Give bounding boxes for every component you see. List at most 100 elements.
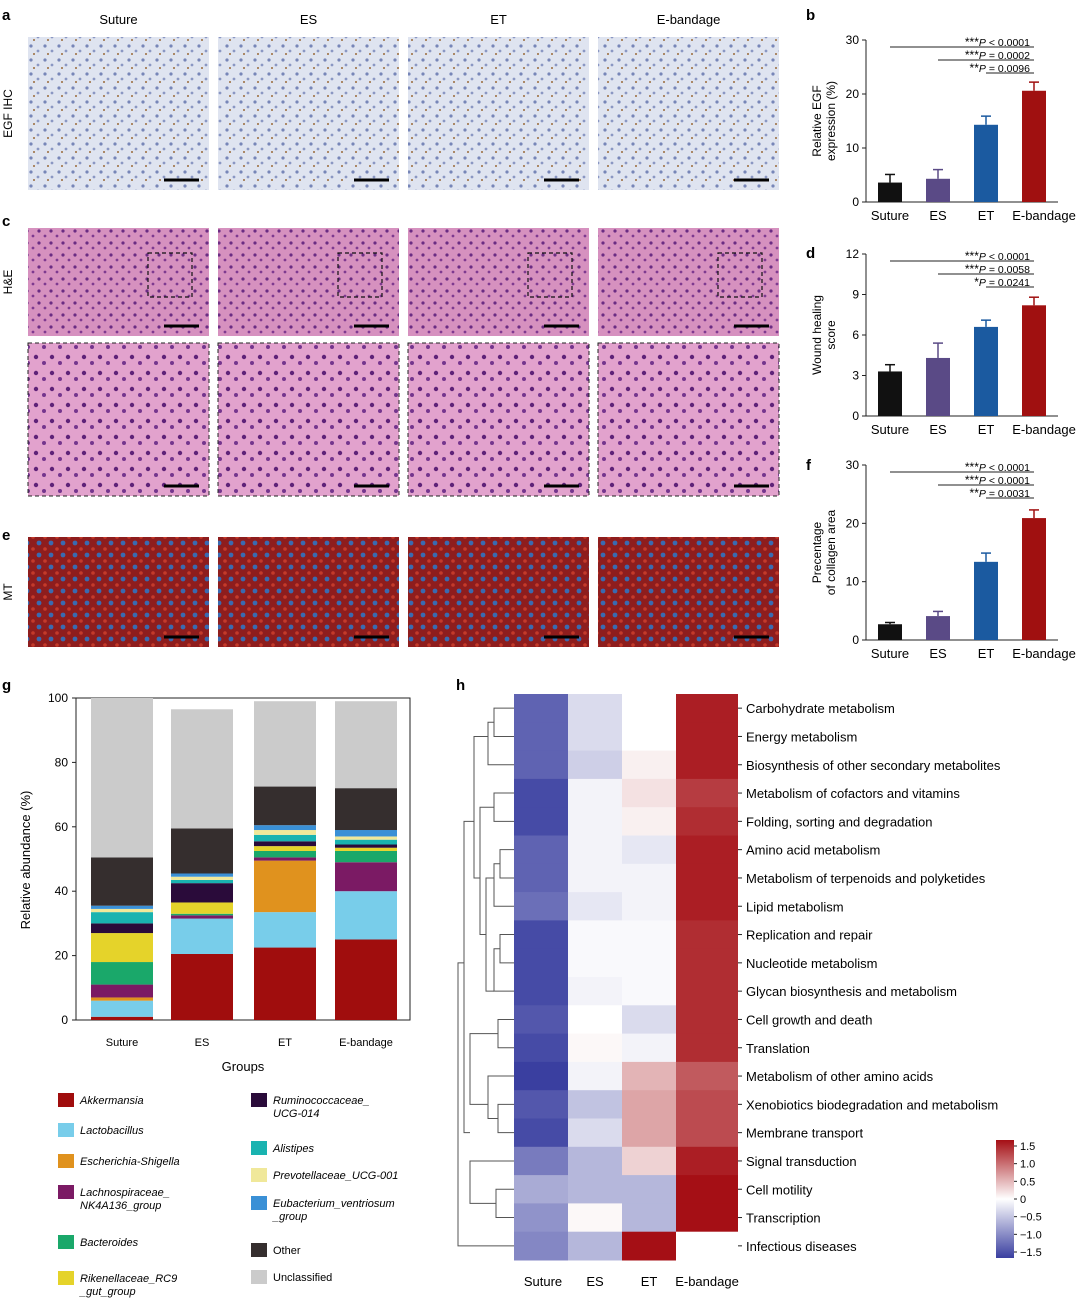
legend-label: Prevotellaceae_UCG-001 — [273, 1170, 398, 1182]
micrograph-column-label: E-bandage — [657, 12, 721, 27]
dendrogram-link — [485, 877, 494, 992]
y-axis-label-line2: expression (%) — [824, 81, 838, 161]
y-tick-label: 20 — [846, 516, 860, 530]
panel-label-a: a — [2, 7, 11, 24]
stack-segment — [335, 862, 397, 892]
heatmap-cell — [568, 1146, 622, 1176]
chart-d-wound-healing: 0 3 6 9 12 Wound healing score Suture ES ET E-band… — [810, 247, 1076, 437]
y-tick-label: 100 — [48, 691, 68, 705]
stack-segment — [171, 883, 233, 903]
bar-et — [974, 326, 998, 416]
significance-label: ***P < 0.0001 — [965, 249, 1030, 263]
heatmap-row-label: Xenobiotics biodegradation and metabolis… — [746, 1097, 998, 1112]
micrograph-image — [28, 537, 209, 647]
heatmap-cell — [622, 1061, 676, 1091]
panel-label-g: g — [2, 677, 11, 694]
micrograph-row-label: MT — [1, 583, 15, 601]
heatmap-cell — [622, 722, 676, 752]
stack-segment — [91, 857, 153, 906]
dendrogram-link — [487, 1075, 514, 1119]
legend-swatch — [58, 1154, 74, 1168]
heatmap-cell — [622, 1175, 676, 1204]
heatmap-cell — [514, 1033, 568, 1063]
y-tick-label: 60 — [55, 820, 69, 834]
heatmap-cell — [676, 920, 738, 950]
legend-swatch — [251, 1141, 267, 1155]
x-tick-label: ES — [929, 646, 947, 661]
heatmap-cell — [514, 778, 568, 808]
dendrogram-link — [479, 806, 494, 936]
y-tick-label: 0 — [852, 409, 859, 423]
stack-segment — [254, 825, 316, 831]
y-tick-label: 9 — [852, 288, 859, 302]
panel-label-f: f — [806, 457, 812, 474]
bar-suture — [878, 182, 902, 202]
legend-label: Rikenellaceae_RC9 — [80, 1273, 177, 1285]
heatmap-cell — [622, 1231, 676, 1261]
y-tick-label: 80 — [55, 755, 69, 769]
stack-segment — [91, 905, 153, 909]
heatmap-cell — [622, 948, 676, 978]
stack-segment — [254, 834, 316, 842]
stack-segment — [91, 997, 153, 1001]
legend-label-cont: UCG-014 — [273, 1108, 319, 1120]
dendrogram-link — [469, 1033, 498, 1105]
legend-swatch — [58, 1123, 74, 1137]
stack-segment — [91, 908, 153, 913]
colorbar — [996, 1140, 1014, 1258]
heatmap-row-label: Amino acid metabolism — [746, 843, 880, 858]
dendrogram-link — [499, 849, 514, 879]
micrograph-image — [218, 228, 399, 336]
stack-segment — [335, 939, 397, 1020]
zoom-region-box — [717, 252, 763, 298]
stack-segment — [171, 902, 233, 914]
heatmap-cell — [514, 1203, 568, 1233]
significance-label: **P = 0.0031 — [970, 486, 1031, 500]
y-axis-label-line1: Precentage — [810, 521, 824, 583]
heatmap-cell — [622, 1203, 676, 1233]
legend-label: Lactobacillus — [80, 1125, 144, 1137]
y-tick-label: 30 — [846, 458, 860, 472]
heatmap-cell — [514, 722, 568, 752]
y-tick-label: 20 — [55, 949, 69, 963]
y-axis-label-line2: of collagen area — [824, 509, 838, 595]
heatmap-row-label: Glycan biosynthesis and metabolism — [746, 984, 957, 999]
panel-label-h: h — [456, 677, 465, 694]
zoom-region-box — [147, 252, 193, 298]
x-tick-label: E-bandage — [339, 1037, 393, 1049]
zoom-region-box — [337, 252, 383, 298]
heatmap-row-label: Nucleotide metabolism — [746, 956, 878, 971]
dendrogram-link — [457, 962, 514, 1247]
heatmap-row-label: Carbohydrate metabolism — [746, 701, 895, 716]
y-tick-label: 10 — [846, 141, 860, 155]
stack-segment — [91, 933, 153, 963]
heatmap-row-label: Biosynthesis of other secondary metaboli… — [746, 758, 1001, 773]
heatmap-cell — [676, 807, 738, 836]
x-tick-label: Suture — [871, 208, 909, 223]
heatmap-row-label: Cell growth and death — [746, 1012, 872, 1027]
significance-label: ***P = 0.0002 — [965, 48, 1030, 62]
significance-label: **P = 0.0096 — [970, 61, 1031, 75]
x-tick-label: E-bandage — [1012, 208, 1076, 223]
heatmap-cell — [514, 977, 568, 1006]
heatmap-cell — [568, 722, 622, 752]
heatmap-row-label: Metabolism of other amino acids — [746, 1069, 934, 1084]
heatmap-row-label: Replication and repair — [746, 928, 873, 943]
bar-e-bandage — [1022, 518, 1046, 640]
heatmap-cell — [514, 1146, 568, 1176]
heatmap-cell — [568, 977, 622, 1006]
stack-segment — [171, 873, 233, 877]
dendrogram-link — [499, 934, 514, 964]
heatmap-row-label: Cell motility — [746, 1182, 813, 1197]
stack-segment — [171, 913, 233, 916]
heatmap-cell — [568, 1005, 622, 1035]
heatmap-cell — [568, 694, 622, 723]
stack-segment — [91, 698, 153, 858]
colorbar-tick-label: −1.5 — [1020, 1247, 1042, 1259]
y-tick-label: 12 — [846, 247, 860, 261]
heatmap-cell — [676, 1005, 738, 1035]
heatmap-cell — [676, 750, 738, 780]
heatmap-cell — [622, 694, 676, 723]
panel-label-b: b — [806, 7, 815, 24]
panel-label-e: e — [2, 527, 10, 544]
